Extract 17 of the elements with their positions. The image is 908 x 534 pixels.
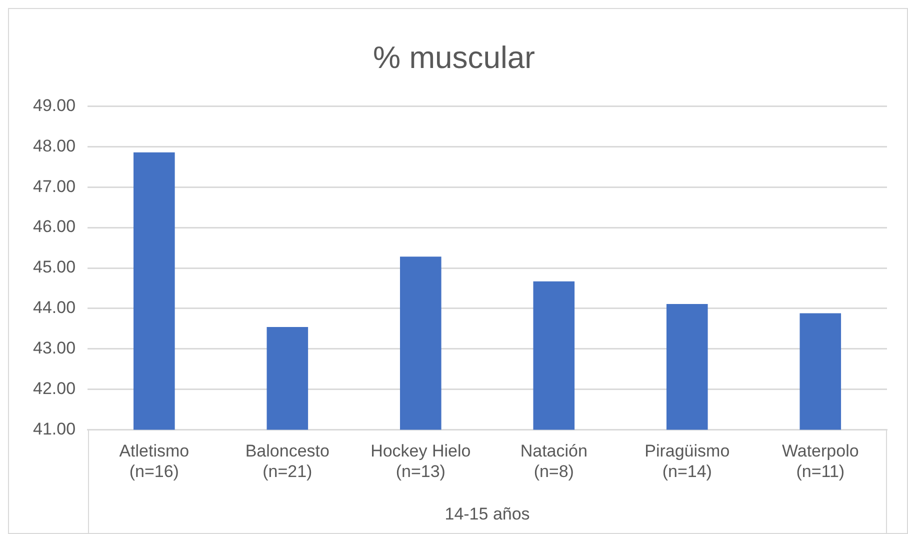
y-tick-label: 45.00 [32,258,76,277]
y-tick-label: 48.00 [32,136,76,156]
x-tick-label: Piragüismo (n=14) [644,442,730,482]
y-tick-label: 41.00 [32,419,76,438]
x-tick-label: Natación (n=8) [520,442,588,482]
y-tick-label: 47.00 [32,176,76,196]
chart-title: % muscular [373,40,535,76]
y-tick-label: 42.00 [32,379,76,398]
x-tick-label: Waterpolo (n=11) [782,442,859,482]
x-tick-label: Atletismo (n=16) [119,442,190,482]
y-tick-label: 46.00 [32,217,76,236]
x-tick-label: Baloncesto (n=21) [245,442,330,482]
x-tick-label: Hockey Hielo (n=13) [370,442,471,482]
x-axis-title: 14-15 años [444,504,530,524]
y-tick-label: 49.00 [32,96,76,115]
y-tick-label: 44.00 [32,298,76,318]
y-tick-label: 43.00 [32,338,76,358]
